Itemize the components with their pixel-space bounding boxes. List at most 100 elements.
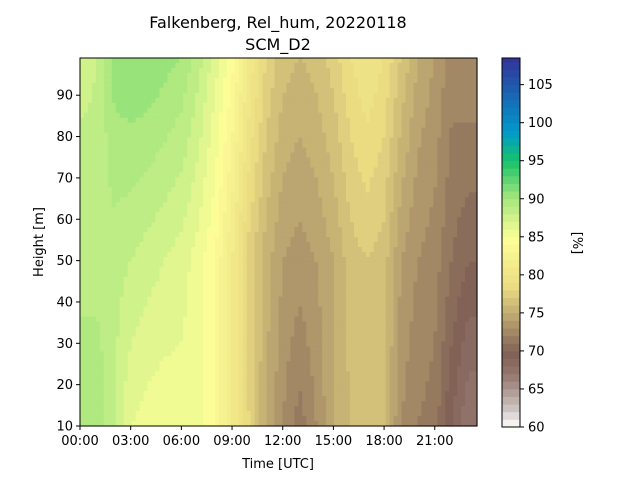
contour-cell [211,361,216,367]
contour-cell [95,261,101,268]
contour-cell [179,246,184,253]
contour-cell [183,157,188,164]
contour-cell [155,112,160,119]
contour-cell [246,356,252,362]
contour-cell [155,366,160,372]
contour-cell [115,217,121,223]
contour-cell [195,97,200,104]
contour-cell [91,391,97,397]
contour-cell [238,172,244,178]
contour-cell [226,341,232,348]
contour-cell [294,391,299,397]
contour-cell [139,77,145,84]
contour-cell [338,246,343,253]
contour-cell [230,331,236,338]
contour-cell [147,376,153,382]
contour-cell [294,172,299,178]
contour-cell [111,147,117,154]
contour-cell [345,162,351,168]
contour-cell [334,112,339,119]
contour-cell [139,306,145,313]
contour-cell [107,291,113,298]
contour-cell [83,222,89,228]
contour-cell [266,177,272,183]
contour-cell [294,202,299,208]
contour-cell [318,72,323,79]
contour-cell [250,291,256,298]
contour-cell [278,316,284,323]
contour-cell [222,246,228,253]
contour-cell [246,261,252,268]
contour-cell [310,192,315,198]
contour-cell [326,77,331,84]
contour-cell [111,351,117,357]
contour-cell [195,261,200,268]
contour-cell [115,246,121,253]
contour-cell [214,217,220,223]
contour-cell [203,296,208,303]
contour-cell [322,122,327,129]
contour-cell [345,242,351,248]
contour-cell [167,311,172,318]
contour-cell [91,182,97,188]
contour-cell [298,301,303,308]
contour-cell [218,271,224,278]
contour-cell [167,242,172,248]
contour-cell [191,237,196,243]
contour-cell [294,286,299,293]
contour-cell [143,112,149,119]
contour-cell [191,366,196,372]
contour-cell [147,276,153,283]
contour-cell [91,112,97,119]
contour-cell [334,217,339,223]
contour-cell [270,411,276,417]
contour-cell [195,92,200,99]
contour-cell [294,381,299,387]
contour-cell [143,58,149,64]
contour-cell [131,321,137,328]
contour-cell [254,366,260,372]
contour-cell [242,237,248,243]
contour-cell [95,137,101,144]
contour-cell [99,77,105,84]
contour-cell [282,296,288,303]
contour-cell [226,296,232,303]
contour-cell [294,421,299,427]
contour-cell [214,232,220,238]
contour-cell [80,311,85,318]
contour-cell [115,182,121,188]
contour-cell [334,82,339,89]
contour-cell [80,82,85,89]
contour-cell [278,331,284,338]
contour-cell [318,316,323,323]
contour-cell [298,162,303,168]
contour-cell [87,217,93,223]
contour-cell [183,361,188,367]
contour-cell [123,147,129,154]
contour-cell [207,232,212,238]
contour-cell [234,376,240,382]
contour-cell [342,266,347,273]
contour-cell [294,58,299,64]
contour-cell [282,217,288,223]
contour-cell [211,376,216,382]
contour-cell [238,107,244,114]
contour-cell [87,62,93,69]
contour-cell [238,346,244,352]
contour-cell [222,326,228,333]
contour-cell [330,127,335,134]
contour-cell [218,187,224,193]
contour-cell [171,401,176,407]
contour-cell [214,296,220,303]
contour-cell [119,192,125,198]
contour-cell [131,112,137,119]
contour-cell [111,281,117,288]
contour-cell [334,227,339,233]
contour-cell [80,117,85,124]
contour-cell [326,182,331,188]
contour-cell [218,246,224,253]
contour-cell [238,361,244,367]
contour-cell [306,92,311,99]
contour-cell [103,306,109,313]
contour-cell [195,326,200,333]
